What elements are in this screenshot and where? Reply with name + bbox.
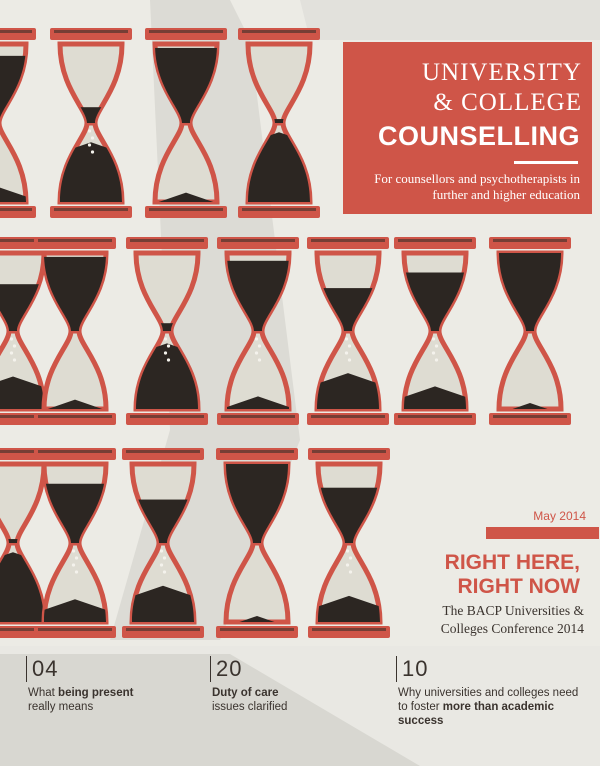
hourglass-icon — [307, 237, 389, 425]
masthead-line-2: & COLLEGE — [433, 89, 582, 116]
hourglass-icon — [238, 28, 320, 218]
hourglass-icon — [394, 237, 476, 425]
teaser-page-number: 04 — [32, 656, 59, 681]
subhead-line-1: The BACP Universities & — [442, 603, 584, 618]
teaser-divider — [26, 656, 27, 682]
hourglass-illustration — [0, 28, 571, 638]
hourglass-icon — [34, 237, 116, 425]
hourglass-icon — [217, 237, 299, 425]
headline-line-1: RIGHT HERE, — [444, 551, 580, 574]
hourglass-icon — [308, 448, 390, 638]
masthead-line-1: UNIVERSITY — [422, 59, 582, 86]
hourglass-icon — [0, 28, 36, 218]
teaser-text: What being present really means — [28, 687, 134, 713]
hourglass-icon — [216, 448, 298, 638]
teaser-page-number: 20 — [216, 656, 243, 681]
teaser-page-number: 10 — [402, 656, 429, 681]
hourglass-icon — [145, 28, 227, 218]
band-shadow — [0, 654, 420, 766]
teaser-text: Why universities and colleges need to fo… — [398, 687, 579, 727]
headline-line-2: RIGHT NOW — [457, 575, 580, 598]
date-bar — [486, 527, 599, 539]
masthead-title: COUNSELLING — [377, 121, 580, 151]
subhead-line-2: Colleges Conference 2014 — [440, 621, 584, 636]
cover-subhead: The BACP Universities & Colleges Confere… — [380, 602, 584, 638]
hourglass-icon — [126, 237, 208, 425]
teaser-divider — [210, 656, 211, 682]
teaser-text: Duty of care issues clarified — [212, 687, 288, 713]
hourglass-icon — [489, 237, 571, 425]
masthead: UNIVERSITY & COLLEGE COUNSELLING For cou… — [343, 42, 592, 214]
masthead-tagline: For counsellors and psychotherapists in … — [374, 171, 580, 202]
hourglass-icon — [122, 448, 204, 638]
issue-date: May 2014 — [533, 509, 586, 523]
bottom-band — [0, 646, 600, 766]
background-tint — [0, 0, 600, 40]
teaser-divider — [396, 656, 397, 682]
masthead-rule — [514, 161, 578, 164]
cover-headline: RIGHT HERE, RIGHT NOW — [380, 551, 580, 599]
hourglass-icon — [34, 448, 116, 638]
hourglass-icon — [50, 28, 132, 218]
